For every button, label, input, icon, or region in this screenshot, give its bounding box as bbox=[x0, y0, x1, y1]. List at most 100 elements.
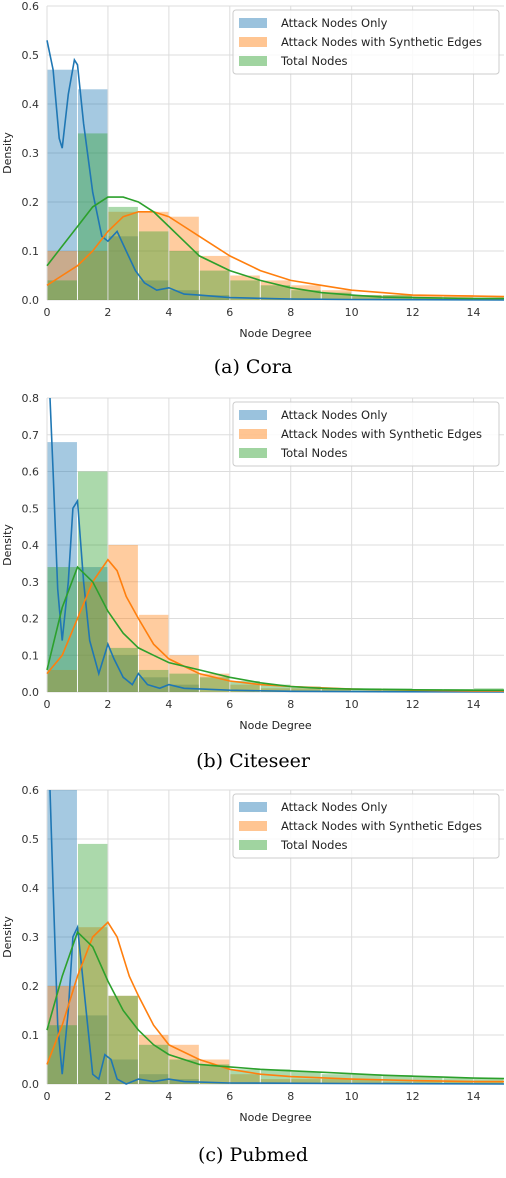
histogram-bar-total-nodes bbox=[199, 677, 230, 692]
chart-panel-pubmed: 0 2 4 6 8 10 12 14 0.0 0.1 0.2 0.3 0.4 0.5 0.6 Node Deg… bbox=[0, 784, 506, 1178]
y-axis-label: Density bbox=[1, 916, 14, 958]
chart-caption-cora: (a) Cora bbox=[213, 356, 293, 378]
kde-line-attack-only bbox=[49, 397, 505, 693]
legend-swatch-synthetic-edges bbox=[239, 821, 267, 831]
histogram-bar-synthetic-edges bbox=[352, 295, 382, 300]
x-tick-label: 10 bbox=[345, 306, 359, 319]
legend-box bbox=[232, 793, 500, 859]
histogram-bar-total-nodes bbox=[291, 686, 321, 692]
chart-panel-cora: 0 2 4 6 8 10 12 14 0.0 0.1 0.2 0.3 0.4 0.5 0.6 Node Deg… bbox=[0, 0, 506, 392]
y-tick-label: 0.7 bbox=[22, 429, 40, 442]
histogram-bar-synthetic-edges bbox=[77, 927, 108, 1084]
legend-label-total-nodes: Total Nodes bbox=[280, 54, 348, 68]
histogram-bar-total-nodes bbox=[260, 285, 291, 300]
histogram-bar-attack-only bbox=[138, 1074, 169, 1084]
kde-line-synthetic-edges bbox=[46, 211, 505, 298]
histogram-bar-attack-only bbox=[169, 290, 199, 300]
legend-label-synthetic-edges: Attack Nodes with Synthetic Edges bbox=[281, 35, 482, 49]
legend-swatch-total-nodes bbox=[239, 448, 267, 458]
kde-line-total-nodes bbox=[46, 930, 505, 1080]
y-tick-label: 0.2 bbox=[22, 613, 40, 626]
x-tick-label: 4 bbox=[165, 698, 172, 711]
legend-label-attack-only: Attack Nodes Only bbox=[281, 800, 388, 814]
histogram-bar-total-nodes bbox=[169, 251, 199, 300]
histogram-bar-total-nodes bbox=[352, 295, 382, 300]
chart-caption-pubmed: (c) Pubmed bbox=[197, 1144, 309, 1166]
histogram-bar-synthetic-edges bbox=[230, 1074, 260, 1084]
legend-swatch-attack-only bbox=[239, 410, 267, 420]
legend-pubmed: Attack Nodes Only Attack Nodes with Synth… bbox=[232, 793, 500, 859]
histogram-bar-total-nodes bbox=[108, 206, 138, 300]
x-tick-label: 12 bbox=[406, 306, 420, 319]
histogram-bar-synthetic-edges bbox=[291, 688, 321, 692]
x-axis-label: Node Degree bbox=[239, 327, 311, 340]
x-tick-label: 10 bbox=[345, 698, 359, 711]
y-tick-label: 0.5 bbox=[22, 49, 40, 62]
histogram-bar-attack-only bbox=[138, 280, 169, 300]
y-tick-label: 0.3 bbox=[22, 931, 40, 944]
histogram-bar-total-nodes bbox=[291, 290, 321, 300]
histogram-bar-total-nodes bbox=[77, 133, 108, 300]
x-tick-label: 0 bbox=[44, 698, 51, 711]
legend-box bbox=[232, 401, 500, 467]
x-axis-label: Node Degree bbox=[239, 1111, 311, 1124]
histogram-bar-total-nodes bbox=[260, 1069, 291, 1084]
histogram-bar-total-nodes bbox=[138, 669, 169, 692]
histogram-bar-total-nodes bbox=[321, 292, 352, 300]
histogram-bar-attack-only bbox=[108, 655, 138, 692]
y-tick-label: 0.1 bbox=[22, 649, 40, 662]
legend-label-attack-only: Attack Nodes Only bbox=[281, 408, 388, 422]
histogram-bar-total-nodes bbox=[230, 680, 260, 692]
legend-label-attack-only: Attack Nodes Only bbox=[281, 16, 388, 30]
x-tick-label: 6 bbox=[226, 306, 233, 319]
y-tick-label: 0.0 bbox=[22, 1078, 40, 1091]
histogram-bar-total-nodes bbox=[138, 231, 169, 300]
histogram-bar-total-nodes bbox=[413, 297, 443, 300]
legend-citeseer: Attack Nodes Only Attack Nodes with Synth… bbox=[232, 401, 500, 467]
histogram-bar-synthetic-edges bbox=[443, 1081, 474, 1084]
y-tick-label: 0.3 bbox=[22, 576, 40, 589]
histogram-bar-total-nodes bbox=[321, 688, 352, 692]
histogram-bar-attack-only bbox=[108, 1059, 138, 1084]
y-tick-label: 0.5 bbox=[22, 502, 40, 515]
y-tick-label: 0.8 bbox=[22, 392, 40, 405]
histogram-bar-synthetic-edges bbox=[230, 275, 260, 300]
x-tick-label: 2 bbox=[104, 698, 111, 711]
histogram-bar-synthetic-edges bbox=[291, 1079, 321, 1084]
histogram-bar-synthetic-edges bbox=[47, 669, 77, 692]
kde-line-total-nodes bbox=[46, 196, 504, 300]
histogram-bar-synthetic-edges bbox=[321, 688, 352, 692]
histogram-bar-synthetic-edges bbox=[260, 688, 291, 692]
y-tick-label: 0.4 bbox=[22, 882, 40, 895]
y-tick-label: 0.3 bbox=[22, 147, 40, 160]
x-tick-label: 14 bbox=[467, 1090, 481, 1103]
legend-swatch-total-nodes bbox=[239, 56, 267, 66]
x-axis-label: Node Degree bbox=[239, 719, 311, 732]
histogram-bar-synthetic-edges bbox=[260, 1079, 291, 1084]
legend-swatch-attack-only bbox=[239, 18, 267, 28]
legend-box bbox=[232, 9, 500, 75]
kde-line-attack-only bbox=[49, 789, 505, 1085]
x-tick-label: 0 bbox=[44, 306, 51, 319]
x-tick-label: 2 bbox=[104, 1090, 111, 1103]
x-tick-label: 0 bbox=[44, 1090, 51, 1103]
x-tick-label: 4 bbox=[165, 306, 172, 319]
histogram-bar-total-nodes bbox=[47, 280, 77, 300]
histogram-bar-synthetic-edges bbox=[169, 216, 199, 300]
chart-svg-cora: 0 2 4 6 8 10 12 14 0.0 0.1 0.2 0.3 0.4 0.5 0.6 Node Deg… bbox=[1, 0, 505, 340]
y-tick-label: 0.2 bbox=[22, 980, 40, 993]
histogram-bar-attack-only bbox=[77, 567, 108, 692]
y-tick-label: 0.2 bbox=[22, 196, 40, 209]
y-tick-label: 0.6 bbox=[22, 784, 40, 797]
chart-svg-pubmed: 0 2 4 6 8 10 12 14 0.0 0.1 0.2 0.3 0.4 0.5 0.6 Node Deg… bbox=[1, 784, 505, 1124]
histogram-bar-synthetic-edges bbox=[77, 251, 108, 300]
histogram-bar-synthetic-edges bbox=[474, 1081, 504, 1084]
histogram-bar-synthetic-edges bbox=[413, 1081, 443, 1084]
histogram-bar-synthetic-edges bbox=[199, 673, 230, 692]
x-tick-label: 6 bbox=[226, 698, 233, 711]
legend-label-total-nodes: Total Nodes bbox=[280, 838, 348, 852]
histogram-bar-total-nodes bbox=[169, 673, 199, 692]
histogram-bar-synthetic-edges bbox=[138, 211, 169, 300]
y-axis-label: Density bbox=[1, 524, 14, 566]
histogram-bar-total-nodes bbox=[260, 684, 291, 692]
